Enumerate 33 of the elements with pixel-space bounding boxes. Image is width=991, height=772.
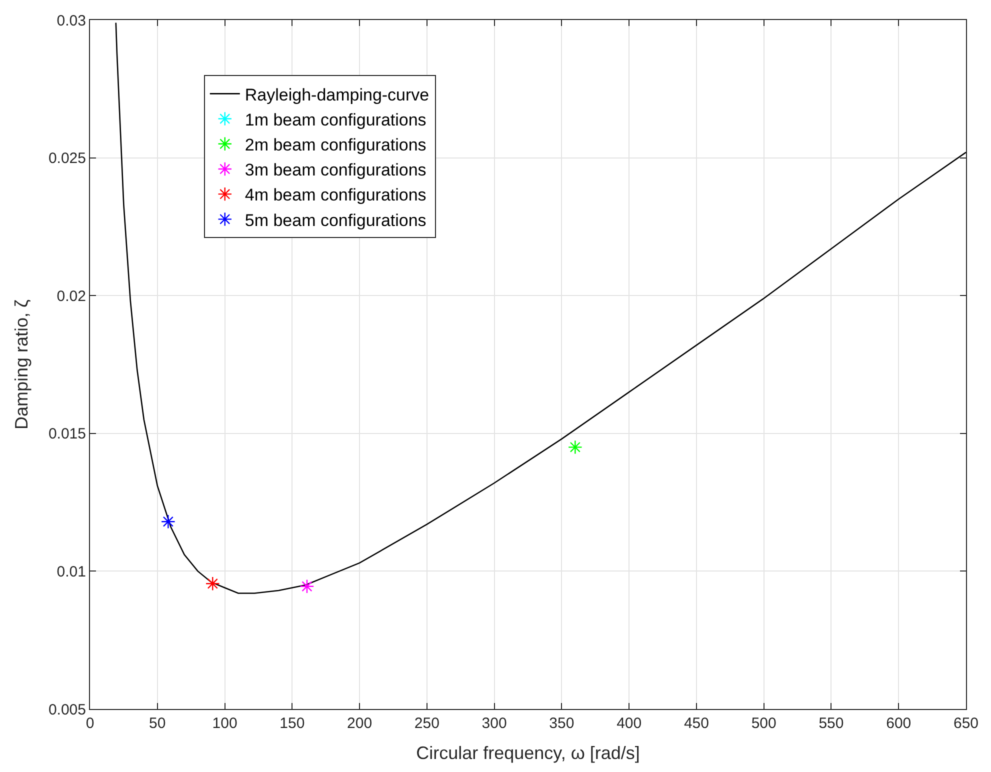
- y-tick-label: 0.02: [56, 288, 86, 305]
- y-tick-label: 0.01: [56, 563, 86, 580]
- point: [160, 514, 176, 529]
- x-tick-label: 600: [886, 715, 912, 732]
- x-tick-label: 50: [149, 715, 166, 732]
- point: [568, 440, 582, 454]
- x-tick-label: 400: [616, 715, 642, 732]
- legend-label: 3m beam configurations: [244, 160, 426, 180]
- point: [300, 579, 314, 594]
- y-tick-label: 0.025: [48, 150, 86, 168]
- legend-label: 2m beam configurations: [244, 136, 426, 154]
- legend-label: 4m beam configurations: [244, 186, 426, 205]
- x-tick-label: 100: [212, 715, 238, 732]
- x-tick-label: 200: [347, 715, 372, 732]
- x-tick-label: 0: [86, 715, 94, 732]
- legend-label: 1m beam configurations: [244, 110, 426, 130]
- x-tick-label: 350: [549, 715, 574, 732]
- y-axis-title: Damping ratio, ζ: [12, 299, 32, 430]
- x-tick-label: 500: [751, 715, 776, 732]
- x-tick-label: 650: [953, 715, 979, 732]
- x-tick-label: 250: [414, 715, 440, 732]
- y-tick-label: 0.03: [56, 12, 86, 30]
- legend-label: 5m beam configurations: [244, 210, 426, 230]
- y-tick-label: 0.015: [48, 426, 86, 443]
- legend-label: Rayleigh-damping-curve: [244, 85, 430, 104]
- point: [205, 576, 220, 591]
- y-tick-label: 0.005: [48, 701, 86, 718]
- x-tick-label: 550: [818, 715, 844, 732]
- line-series: [115, 22, 966, 594]
- x-tick-label: 150: [280, 715, 305, 732]
- x-tick-label: 450: [684, 715, 709, 732]
- x-axis-title: Circular frequency, ω [rad/s]: [416, 743, 640, 764]
- x-tick-label: 300: [482, 715, 507, 732]
